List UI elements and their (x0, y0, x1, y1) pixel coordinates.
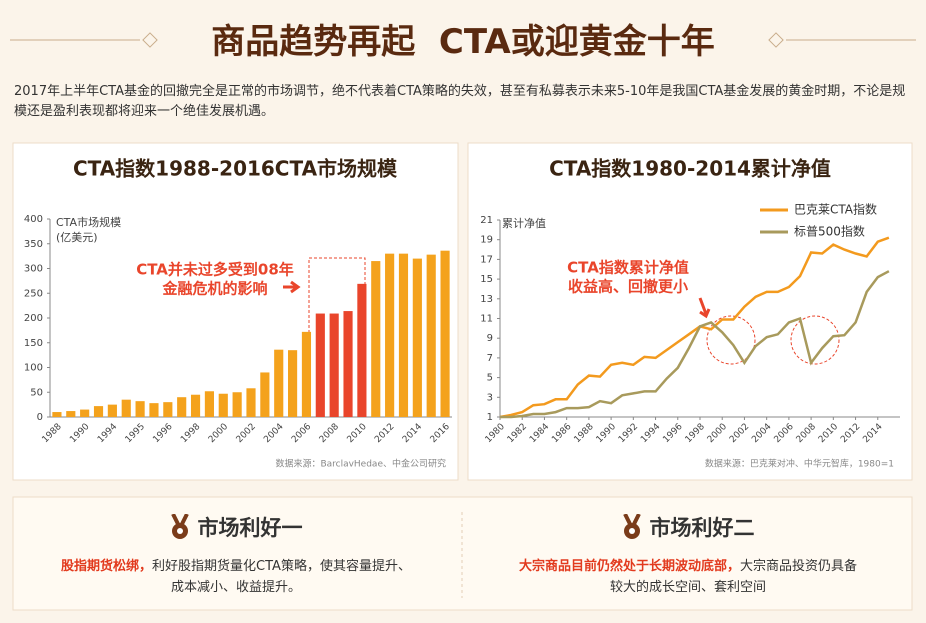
bar (246, 388, 256, 417)
bar (315, 313, 325, 417)
panel (12, 142, 459, 481)
benefit-title: 市场利好二 (649, 516, 755, 540)
benefit-card: 市场利好二 大宗商品目前仍然处于长期波动底部，大宗商品投资仍具备较大的成长空间、… (478, 512, 898, 598)
medal-icon (622, 514, 641, 539)
panel (467, 142, 913, 481)
y-tick-label: 50 (30, 387, 43, 398)
bar (135, 401, 145, 417)
bar (260, 372, 270, 417)
y-tick-label: 3 (487, 392, 493, 403)
bar (301, 331, 312, 417)
chart-title: CTA指数1980-2014累计净值 (549, 157, 831, 181)
source: 数据来源：BarclavHedae、中金公司研究 (275, 458, 446, 470)
highlight-circle (706, 315, 756, 365)
y-tick-label: 11 (480, 314, 493, 325)
benefit-text: 股指期货松绑，利好股指期货量化CTA策略，使其容量提升、成本减小、收益提升。 (61, 556, 411, 598)
bar (357, 283, 367, 417)
y-tick-label: 15 (480, 274, 493, 285)
y-tick-label: 400 (24, 214, 43, 225)
benefit-body: 利好股指期货量化CTA策略，使其容量提升、成本减小、收益提升。 (152, 559, 411, 595)
bar (149, 403, 159, 417)
bar (107, 404, 117, 417)
bar (343, 311, 353, 417)
legend-label: 巴克莱CTA指数 (794, 202, 877, 217)
y-axis-label: (亿美元) (56, 231, 98, 244)
bar (66, 411, 76, 417)
benefit-title: 市场利好一 (197, 516, 303, 540)
y-tick-label: 17 (480, 254, 493, 265)
benefit-highlight: 大宗商品目前仍然处于长期波动底部， (518, 559, 740, 574)
benefit-heading: 市场利好二 (478, 512, 898, 542)
bar (190, 394, 201, 417)
bar (121, 399, 131, 417)
arrow (283, 280, 301, 294)
y-axis-label: 累计净值 (502, 216, 546, 230)
benefit-body: 大宗商品投资仍具备较大的成长空间、套利空间 (609, 559, 858, 595)
bar (177, 397, 187, 417)
bar (426, 254, 436, 417)
y-tick-label: 0 (37, 412, 43, 423)
annotation: CTA指数累计净值 (567, 259, 689, 277)
bar (371, 261, 381, 417)
bar (163, 402, 173, 417)
bar (218, 393, 228, 417)
bar (93, 406, 104, 417)
medal-icon (170, 514, 189, 539)
y-tick-label: 9 (487, 333, 493, 344)
y-tick-label: 300 (24, 264, 43, 275)
y-tick-label: 100 (24, 363, 43, 374)
page-title: 商品趋势再起 CTA或迎黄金十年 (211, 22, 715, 62)
benefit-text: 大宗商品目前仍然处于长期波动底部，大宗商品投资仍具备较大的成长空间、套利空间 (513, 556, 863, 598)
benefit-card: 市场利好一 股指期货松绑，利好股指期货量化CTA策略，使其容量提升、成本减小、收… (26, 512, 446, 598)
source: 数据来源：巴克莱对冲、中华元智库，1980=1 (705, 458, 894, 470)
bar (204, 391, 214, 417)
y-axis-label: CTA市场规模 (56, 215, 121, 229)
y-tick-label: 13 (480, 294, 493, 305)
bar (440, 250, 450, 417)
line (500, 270, 890, 419)
y-tick-label: 5 (487, 373, 493, 384)
bar (288, 350, 298, 417)
y-tick-label: 21 (480, 215, 493, 226)
y-tick-label: 200 (24, 313, 43, 324)
bar (329, 313, 339, 417)
annotation: CTA并未过多受到08年 (136, 261, 294, 279)
chart-title: CTA指数1988-2016CTA市场规模 (73, 157, 398, 181)
header-decor (10, 32, 916, 48)
y-tick-label: 150 (24, 338, 43, 349)
y-tick-label: 19 (480, 235, 493, 246)
bar (398, 253, 409, 417)
line (499, 236, 890, 419)
benefit-heading: 市场利好一 (26, 512, 446, 542)
bar (52, 412, 62, 417)
annotation: 金融危机的影响 (161, 280, 267, 298)
y-tick-label: 1 (487, 412, 493, 423)
bar (80, 409, 90, 417)
bar (232, 392, 242, 417)
highlight-circle (790, 315, 840, 365)
legend-label: 标普500指数 (794, 224, 865, 239)
y-tick-label: 350 (24, 239, 43, 250)
y-tick-label: 250 (24, 288, 43, 299)
y-tick-label: 7 (487, 353, 493, 364)
intro: 2017年上半年CTA基金的回撤完全是正常的市场调节，绝不代表着CTA策略的失效… (14, 84, 906, 119)
bar (385, 253, 395, 417)
bar (412, 258, 422, 417)
bar (274, 349, 284, 417)
arrow (698, 297, 711, 319)
annotation: 收益高、回撤更小 (568, 278, 688, 296)
benefit-highlight: 股指期货松绑， (61, 559, 153, 574)
